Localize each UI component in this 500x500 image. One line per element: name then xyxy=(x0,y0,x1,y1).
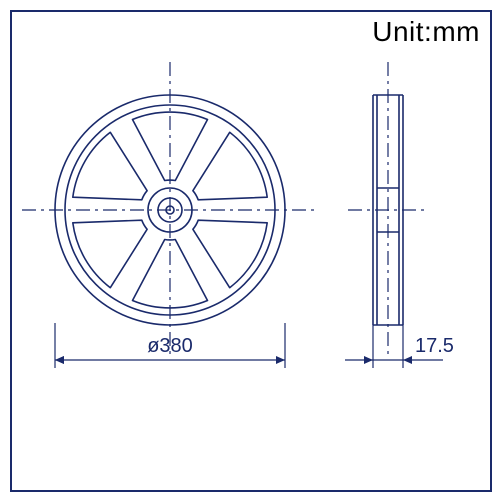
diameter-label: ø380 xyxy=(147,335,193,357)
width-label: 17.5 xyxy=(415,335,454,357)
reel-diagram: ø380 17.5 xyxy=(10,10,490,490)
